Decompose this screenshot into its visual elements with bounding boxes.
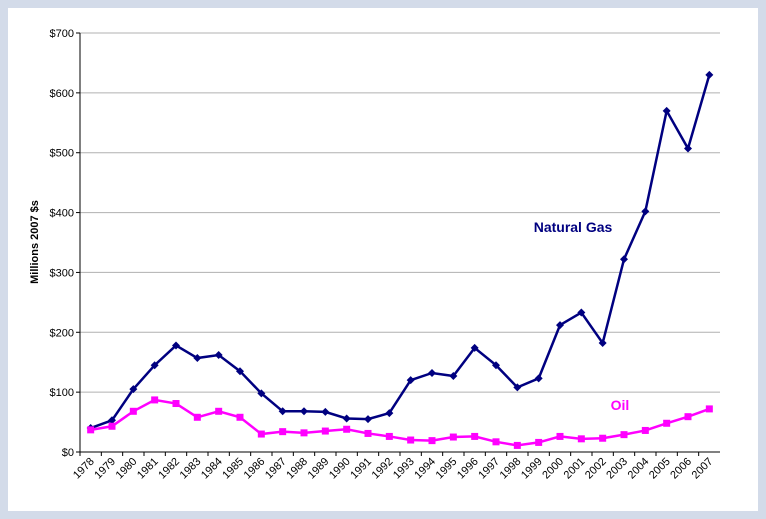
marker (407, 436, 415, 444)
marker (321, 407, 330, 416)
marker (343, 425, 351, 433)
marker (492, 438, 500, 446)
marker (684, 144, 692, 153)
series-line (90, 398, 710, 447)
series-line (90, 74, 711, 430)
marker (278, 407, 287, 416)
marker (663, 419, 671, 427)
marker (172, 341, 180, 350)
y-axis-label: Millions 2007 $s (29, 200, 41, 284)
marker (513, 441, 521, 449)
y-tick-label: $0 (62, 447, 74, 459)
marker (620, 255, 628, 264)
marker (406, 376, 415, 385)
marker (236, 413, 244, 421)
marker (620, 431, 628, 439)
marker (641, 207, 650, 216)
marker (342, 414, 351, 423)
marker (684, 413, 692, 421)
marker (193, 413, 201, 421)
marker (108, 422, 116, 430)
marker (151, 396, 159, 404)
marker (364, 415, 372, 424)
marker (662, 106, 671, 115)
marker (535, 438, 543, 446)
y-tick-label: $100 (50, 387, 74, 399)
marker (577, 308, 586, 317)
marker (428, 437, 436, 445)
marker (214, 351, 223, 360)
marker (300, 407, 308, 416)
marker (492, 361, 500, 370)
marker (215, 407, 223, 415)
marker (449, 371, 458, 380)
marker (428, 368, 436, 377)
marker (577, 435, 585, 443)
marker (236, 367, 244, 376)
marker (556, 321, 564, 330)
marker (87, 426, 95, 434)
marker (300, 429, 308, 437)
y-tick-label: $700 (50, 28, 74, 40)
marker (598, 339, 607, 348)
marker (385, 432, 393, 440)
marker (321, 427, 329, 435)
marker (129, 407, 137, 415)
marker (150, 361, 159, 370)
marker (556, 432, 564, 440)
marker (193, 354, 202, 363)
marker (257, 430, 265, 438)
marker (279, 428, 287, 436)
marker (513, 383, 522, 392)
marker (705, 70, 714, 79)
marker (471, 432, 479, 440)
marker (534, 374, 543, 383)
marker (470, 343, 479, 352)
series-label: Natural Gas (534, 219, 613, 235)
marker (599, 434, 607, 442)
marker (705, 405, 713, 413)
y-tick-label: $200 (50, 327, 74, 339)
y-tick-label: $500 (50, 148, 74, 160)
chart-panel (8, 8, 758, 511)
y-tick-label: $300 (50, 267, 74, 279)
y-tick-label: $400 (50, 208, 74, 220)
marker (364, 429, 372, 437)
marker (172, 400, 180, 408)
y-tick-label: $600 (50, 88, 74, 100)
marker (641, 426, 649, 434)
marker (385, 409, 394, 418)
series-label: Oil (611, 397, 630, 413)
marker (129, 385, 138, 394)
marker (108, 416, 116, 425)
marker (449, 433, 457, 441)
marker (257, 389, 266, 398)
